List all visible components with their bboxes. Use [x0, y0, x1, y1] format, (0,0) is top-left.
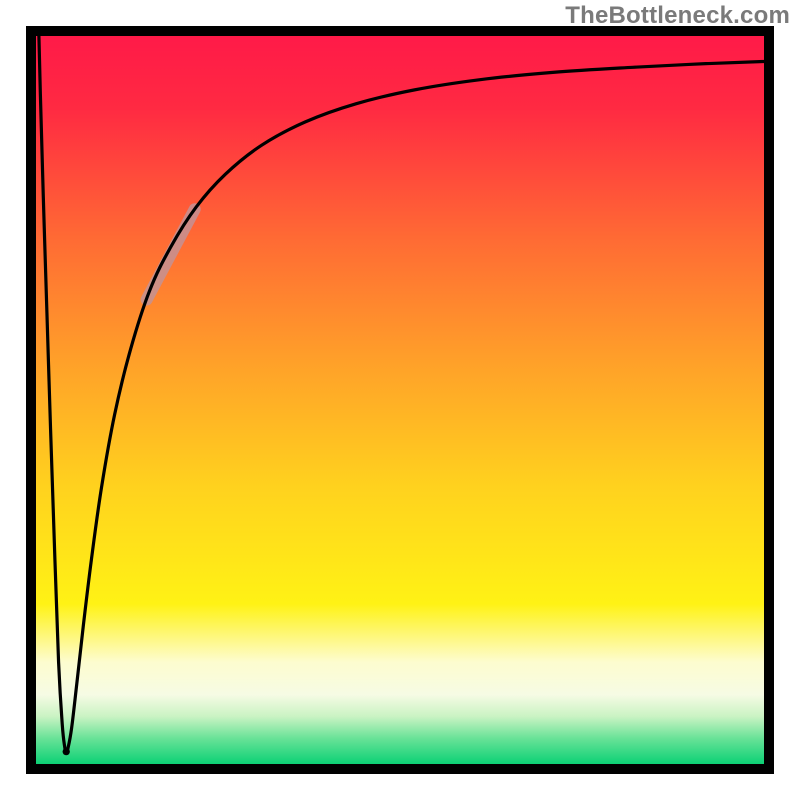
- chart-container: TheBottleneck.com: [0, 0, 800, 800]
- bottleneck-curve-chart: [0, 0, 800, 800]
- watermark-text: TheBottleneck.com: [565, 2, 790, 30]
- curve-minimum-cap: [63, 748, 70, 755]
- plot-background-gradient: [36, 36, 764, 764]
